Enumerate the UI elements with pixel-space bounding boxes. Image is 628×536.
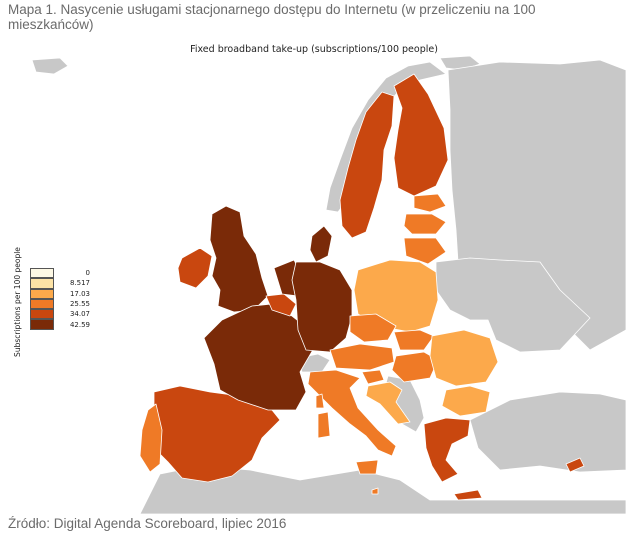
legend-item: 42.59 (30, 319, 90, 330)
legend-label: 0 (85, 269, 90, 278)
region-sweden (339, 91, 395, 239)
legend-label: 25.55 (69, 300, 90, 309)
region-germany (291, 261, 353, 353)
legend-label: 17.03 (69, 289, 90, 298)
region-bulgaria (441, 385, 491, 417)
legend-item: 0 (30, 268, 90, 279)
region-belarus-ukraine (435, 257, 591, 353)
region-turkey (469, 391, 627, 473)
region-greenland-iceland (31, 57, 69, 75)
legend-swatch (30, 298, 54, 310)
region-ireland (177, 247, 213, 289)
region-denmark (309, 225, 333, 263)
region-slovenia (361, 369, 385, 385)
region-finland (393, 73, 449, 197)
legend-swatch (30, 319, 54, 330)
legend-label: 8.517 (69, 279, 90, 288)
region-greece (423, 417, 471, 483)
region-slovakia (393, 329, 435, 351)
map-title: Fixed broadband take-up (subscriptions/1… (190, 44, 438, 55)
region-crete (453, 489, 483, 501)
region-austria (329, 343, 395, 371)
choropleth-map (0, 40, 628, 515)
region-malta (371, 487, 379, 495)
region-lithuania (403, 237, 447, 265)
region-romania (429, 329, 499, 387)
region-belgium (265, 293, 297, 317)
legend-axis-label: Subscriptions per 100 people (13, 247, 22, 357)
legend-swatch (30, 288, 54, 299)
source-note: Źródło: Digital Agenda Scoreboard, lipie… (8, 516, 287, 531)
region-sicily (355, 459, 379, 475)
region-czechia (349, 313, 397, 343)
region-croatia (365, 381, 411, 425)
legend-item: 25.55 (30, 298, 90, 310)
region-north-africa (139, 465, 627, 515)
legend-item: 17.03 (30, 288, 90, 299)
map-caption: Mapa 1. Nasycenie usługami stacjonarnego… (8, 2, 536, 32)
region-hungary (391, 351, 439, 383)
legend-swatch (30, 268, 54, 279)
region-cyprus (565, 457, 585, 473)
region-sardinia (317, 411, 331, 439)
legend-item: 8.517 (30, 278, 90, 289)
legend-label: 42.59 (69, 320, 90, 329)
legend-swatch (30, 278, 54, 289)
legend-swatch (30, 309, 54, 320)
region-corsica (315, 393, 325, 409)
legend-item: 34.07 (30, 309, 90, 320)
region-estonia (413, 193, 447, 213)
region-uk (209, 205, 269, 313)
map-legend: 0 8.517 17.03 25.55 34.07 42.59 (30, 268, 90, 330)
region-portugal (139, 403, 163, 473)
region-latvia (403, 213, 447, 235)
legend-label: 34.07 (69, 310, 90, 319)
